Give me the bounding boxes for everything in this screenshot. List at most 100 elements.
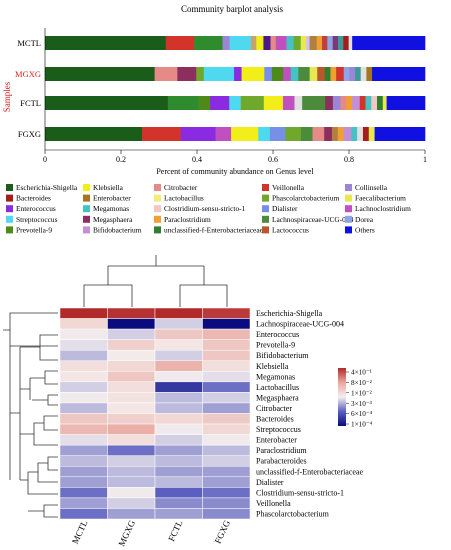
heat-cell bbox=[107, 392, 156, 404]
heat-cell bbox=[154, 487, 203, 499]
sample-label: FGXG bbox=[18, 129, 41, 139]
bar-segment bbox=[300, 127, 313, 141]
bar-segment bbox=[343, 36, 349, 50]
legend-swatch bbox=[345, 184, 352, 191]
barplot: Community barplot analysis Samples MCTLM… bbox=[2, 4, 427, 176]
heat-cell bbox=[59, 455, 108, 467]
bar-segment bbox=[269, 127, 286, 141]
bar-segment bbox=[359, 96, 366, 110]
bar-segment bbox=[294, 96, 303, 110]
heat-cell bbox=[107, 307, 156, 319]
heatmap-row-label: Prevotella-9 bbox=[256, 341, 295, 350]
bar-segment bbox=[210, 96, 230, 110]
legend-swatch bbox=[262, 215, 269, 223]
sample-label: FCTL bbox=[20, 98, 41, 108]
bar-segment bbox=[234, 67, 242, 81]
colorbar-tick-label: 1×10⁻² bbox=[351, 389, 372, 397]
bar-segment bbox=[283, 67, 292, 81]
heat-cell bbox=[59, 466, 108, 478]
legend-label: unclassified-f-Enterobacteriaceae bbox=[164, 225, 264, 234]
heat-cell bbox=[107, 455, 156, 467]
heat-cell bbox=[154, 328, 203, 340]
bar-segment bbox=[327, 36, 333, 50]
bar-segment bbox=[368, 127, 375, 141]
bar-segment bbox=[270, 36, 277, 50]
heat-cell bbox=[107, 487, 156, 499]
bar-segment bbox=[372, 67, 426, 81]
heat-cell bbox=[154, 318, 203, 330]
heat-cell bbox=[202, 508, 251, 520]
heat-cell bbox=[59, 487, 108, 499]
heat-cell bbox=[154, 349, 203, 362]
legend-label: Escherichia-Shigella bbox=[16, 183, 78, 192]
bar-segment bbox=[365, 96, 372, 110]
bar-segment bbox=[194, 36, 223, 50]
bar-segment bbox=[222, 36, 230, 50]
heat-cell bbox=[107, 339, 156, 351]
heatmap: Escherichia-Shigella Lachnospiraceae-UCG-… bbox=[3, 255, 373, 548]
legend-label: Enterobacter bbox=[93, 194, 131, 203]
bar-segment bbox=[263, 36, 271, 50]
legend-label: Veillonella bbox=[272, 183, 305, 192]
bar-segment bbox=[386, 96, 426, 110]
heat-cell bbox=[59, 349, 108, 362]
legend-label: Bifidobacterium bbox=[93, 225, 142, 234]
sample-label: MCTL bbox=[17, 38, 41, 48]
legend-label: Collinsella bbox=[355, 183, 388, 192]
heat-cell bbox=[202, 497, 251, 509]
legend-swatch bbox=[83, 194, 90, 202]
heat-cell bbox=[59, 392, 108, 404]
bar-segment bbox=[309, 67, 318, 81]
bar-segment bbox=[241, 67, 265, 81]
heatmap-row-label: Bacteroides bbox=[256, 415, 294, 424]
legend-swatch bbox=[6, 184, 13, 191]
heat-cell bbox=[107, 371, 156, 383]
bar-segment bbox=[45, 127, 143, 141]
legend-label: Others bbox=[355, 225, 375, 234]
heat-cell bbox=[59, 339, 108, 351]
heat-cell bbox=[107, 434, 156, 446]
legend-label: Lachnospiraceae-UCG-004 bbox=[272, 215, 354, 224]
barplot-title: Community barplot analysis bbox=[181, 4, 283, 14]
bar-segment bbox=[324, 67, 331, 81]
heat-cell bbox=[202, 444, 251, 456]
bar-segment bbox=[286, 36, 294, 50]
bar-segment bbox=[240, 96, 265, 110]
heat-cell bbox=[59, 497, 108, 509]
heat-cell bbox=[202, 360, 251, 372]
heatmap-row-label: unclassified-f-Enterobacteriaceae bbox=[256, 467, 363, 476]
colorbar-tick-label: 1×10⁻⁴ bbox=[351, 421, 373, 429]
legend-label: Phascolarctobacterium bbox=[272, 194, 340, 203]
column-labels: MCTL MGXG FCTL FGXG bbox=[70, 518, 232, 548]
bar-segment bbox=[45, 67, 155, 81]
bar-segment bbox=[300, 36, 307, 50]
heat-cell bbox=[154, 508, 203, 520]
heat-cell bbox=[202, 381, 251, 393]
bar-segment bbox=[343, 67, 350, 81]
bar-segment bbox=[377, 96, 384, 110]
x-tick-label: 0.8 bbox=[344, 155, 354, 164]
heat-cell bbox=[59, 371, 108, 383]
legend-label: Lactococcus bbox=[272, 225, 309, 234]
heatmap-column-label: FGXG bbox=[213, 518, 233, 545]
heat-cell bbox=[59, 434, 108, 446]
heat-cell bbox=[202, 392, 251, 404]
legend-swatch bbox=[6, 205, 13, 213]
heat-cell bbox=[59, 360, 108, 372]
heat-cell bbox=[154, 455, 203, 467]
x-tick-label: 0.2 bbox=[116, 155, 126, 164]
legend-label: Enterococcus bbox=[16, 204, 56, 213]
bar-segment bbox=[374, 127, 426, 141]
bar-segment bbox=[360, 67, 367, 81]
heat-cell bbox=[154, 497, 203, 509]
heatmap-row-label: Veillonella bbox=[256, 499, 291, 508]
heat-cell bbox=[59, 476, 108, 488]
bar-segment bbox=[264, 67, 273, 81]
bar-segment bbox=[330, 67, 337, 81]
heat-cell bbox=[59, 402, 108, 414]
heat-cell bbox=[202, 434, 251, 446]
bar-segment bbox=[298, 67, 310, 81]
colorbar-tick-label: 3×10⁻³ bbox=[351, 400, 373, 408]
legend-swatch bbox=[6, 194, 13, 202]
legend-label: Paraclostridium bbox=[164, 215, 211, 224]
